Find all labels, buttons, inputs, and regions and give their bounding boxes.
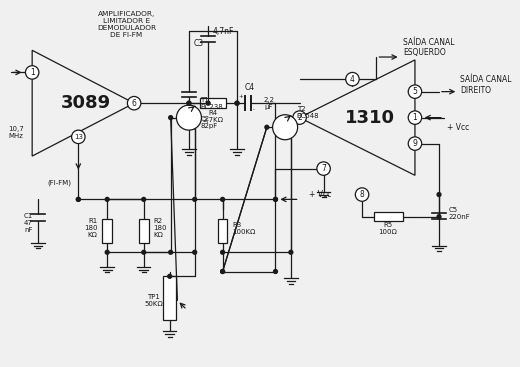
Text: 10,7
MHz: 10,7 MHz	[8, 126, 24, 139]
Circle shape	[272, 115, 297, 140]
Circle shape	[317, 162, 330, 175]
Text: R4
2,7KΩ: R4 2,7KΩ	[202, 110, 224, 123]
Text: + Vcc: + Vcc	[447, 123, 469, 132]
Bar	[200, 98, 226, 108]
Text: T2
BC548: T2 BC548	[296, 106, 319, 119]
Text: 5: 5	[412, 87, 418, 96]
Circle shape	[220, 270, 225, 273]
Text: +: +	[239, 94, 243, 99]
Text: 1310: 1310	[345, 109, 395, 127]
Circle shape	[193, 250, 197, 254]
Circle shape	[265, 125, 269, 129]
Text: TP1
50KΩ: TP1 50KΩ	[144, 294, 163, 307]
Circle shape	[437, 193, 441, 196]
Circle shape	[289, 250, 293, 254]
Text: 4: 4	[350, 75, 355, 84]
Text: R2
180
KΩ: R2 180 KΩ	[153, 218, 167, 238]
Text: + Vcc: + Vcc	[309, 190, 331, 199]
Text: 6: 6	[132, 99, 137, 108]
Text: 8: 8	[360, 190, 365, 199]
Circle shape	[220, 197, 225, 201]
Text: 2: 2	[297, 113, 302, 122]
Text: C2
82pF: C2 82pF	[201, 116, 218, 130]
Text: 9: 9	[412, 139, 418, 148]
Circle shape	[235, 101, 239, 105]
Text: R5
100Ω: R5 100Ω	[379, 222, 397, 235]
Text: 4,7nF: 4,7nF	[213, 26, 235, 36]
Text: -: -	[252, 108, 254, 112]
Bar	[374, 212, 403, 222]
Circle shape	[72, 130, 85, 143]
Text: C4: C4	[244, 83, 255, 92]
Bar	[218, 219, 227, 243]
Text: C5
220nF: C5 220nF	[449, 207, 471, 220]
Text: T1
BC238: T1 BC238	[201, 97, 223, 110]
Circle shape	[169, 116, 173, 120]
Circle shape	[220, 250, 225, 254]
Text: 3089: 3089	[61, 94, 111, 112]
Circle shape	[105, 250, 109, 254]
Circle shape	[25, 66, 39, 79]
Text: C1
47
nF: C1 47 nF	[24, 214, 33, 233]
Circle shape	[293, 111, 306, 124]
Circle shape	[274, 197, 278, 201]
Circle shape	[142, 250, 146, 254]
Circle shape	[168, 275, 172, 278]
Circle shape	[437, 215, 441, 219]
Circle shape	[76, 197, 80, 201]
Circle shape	[408, 111, 422, 124]
Text: C3: C3	[194, 39, 204, 48]
Bar	[139, 219, 149, 243]
Circle shape	[127, 97, 141, 110]
Circle shape	[176, 105, 201, 130]
Text: R1
180
KΩ: R1 180 KΩ	[84, 218, 98, 238]
Text: 2,2
μF: 2,2 μF	[264, 97, 275, 110]
Text: 1: 1	[412, 113, 418, 122]
Circle shape	[355, 188, 369, 201]
Bar	[163, 276, 176, 320]
Circle shape	[274, 270, 278, 273]
Circle shape	[187, 101, 191, 105]
Circle shape	[206, 101, 210, 105]
Circle shape	[220, 270, 225, 273]
Bar	[102, 219, 112, 243]
Circle shape	[76, 197, 80, 201]
Text: AMPLIFICADOR,
LIMITADOR E
DEMODULADOR
DE FI-FM: AMPLIFICADOR, LIMITADOR E DEMODULADOR DE…	[97, 11, 156, 38]
Text: 1: 1	[30, 68, 34, 77]
Circle shape	[105, 197, 109, 201]
Text: SAÍDA CANAL
DIREITO: SAÍDA CANAL DIREITO	[460, 75, 512, 95]
Circle shape	[142, 197, 146, 201]
Circle shape	[187, 101, 191, 105]
Circle shape	[169, 250, 173, 254]
Text: 7: 7	[321, 164, 326, 173]
Circle shape	[193, 197, 197, 201]
Circle shape	[346, 72, 359, 86]
Circle shape	[408, 137, 422, 150]
Circle shape	[235, 101, 239, 105]
Text: R3
100KΩ: R3 100KΩ	[232, 222, 256, 235]
Text: SAÍDA CANAL
ESQUERDO: SAÍDA CANAL ESQUERDO	[404, 38, 455, 57]
Circle shape	[408, 85, 422, 98]
Circle shape	[274, 197, 278, 201]
Text: 13: 13	[74, 134, 83, 140]
Text: (FI-FM): (FI-FM)	[47, 180, 71, 186]
